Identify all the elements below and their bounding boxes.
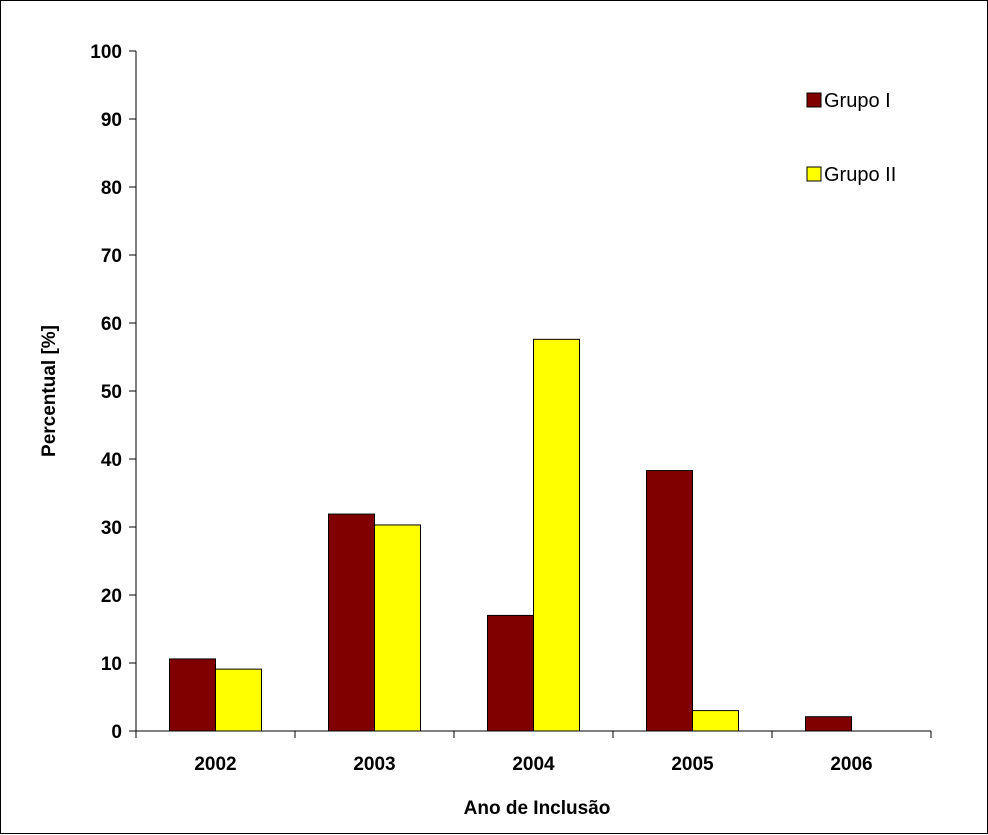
x-tick-label: 2004 (512, 754, 555, 775)
y-tick-label: 30 (101, 518, 122, 539)
y-tick-label: 80 (101, 178, 122, 199)
legend: Grupo I Grupo II (806, 90, 896, 186)
bar-grupo-i-2006 (805, 716, 852, 732)
bar-grupo-ii-2005 (692, 710, 739, 732)
x-axis-title: Ano de Inclusão (464, 798, 611, 819)
bar-grupo-ii-2004 (533, 338, 580, 732)
y-tick-label: 50 (101, 382, 122, 403)
legend-label-grupo-i: Grupo I (824, 90, 891, 112)
legend-swatch-grupo-i (806, 92, 822, 108)
bar-grupo-ii-2003 (374, 524, 421, 732)
x-tick-label: 2002 (194, 754, 236, 775)
bar-grupo-i-2003 (328, 513, 375, 732)
y-axis: 0 10 20 30 40 50 60 70 80 90 100 (90, 42, 137, 743)
bar-grupo-i-2004 (487, 614, 534, 732)
bars (169, 338, 852, 732)
x-axis: 2002 2003 2004 2005 2006 (135, 730, 932, 775)
x-tick-label: 2005 (671, 754, 714, 775)
legend-label-grupo-ii: Grupo II (824, 164, 896, 186)
bar-grupo-i-2005 (646, 470, 693, 732)
x-tick-label: 2003 (353, 754, 395, 775)
y-tick-label: 90 (101, 110, 122, 131)
y-tick-label: 70 (101, 246, 122, 267)
y-tick-label: 10 (101, 654, 122, 675)
y-tick-label: 40 (101, 450, 122, 471)
y-tick-label: 20 (101, 586, 122, 607)
y-axis-title: Percentual [%] (39, 325, 60, 457)
bar-grupo-ii-2002 (215, 668, 262, 732)
x-tick-label: 2006 (830, 754, 872, 775)
y-tick-label: 100 (90, 42, 122, 63)
bar-grupo-i-2002 (169, 658, 216, 732)
legend-swatch-grupo-ii (806, 166, 822, 182)
y-tick-label: 60 (101, 314, 122, 335)
y-tick-label: 0 (111, 722, 122, 743)
